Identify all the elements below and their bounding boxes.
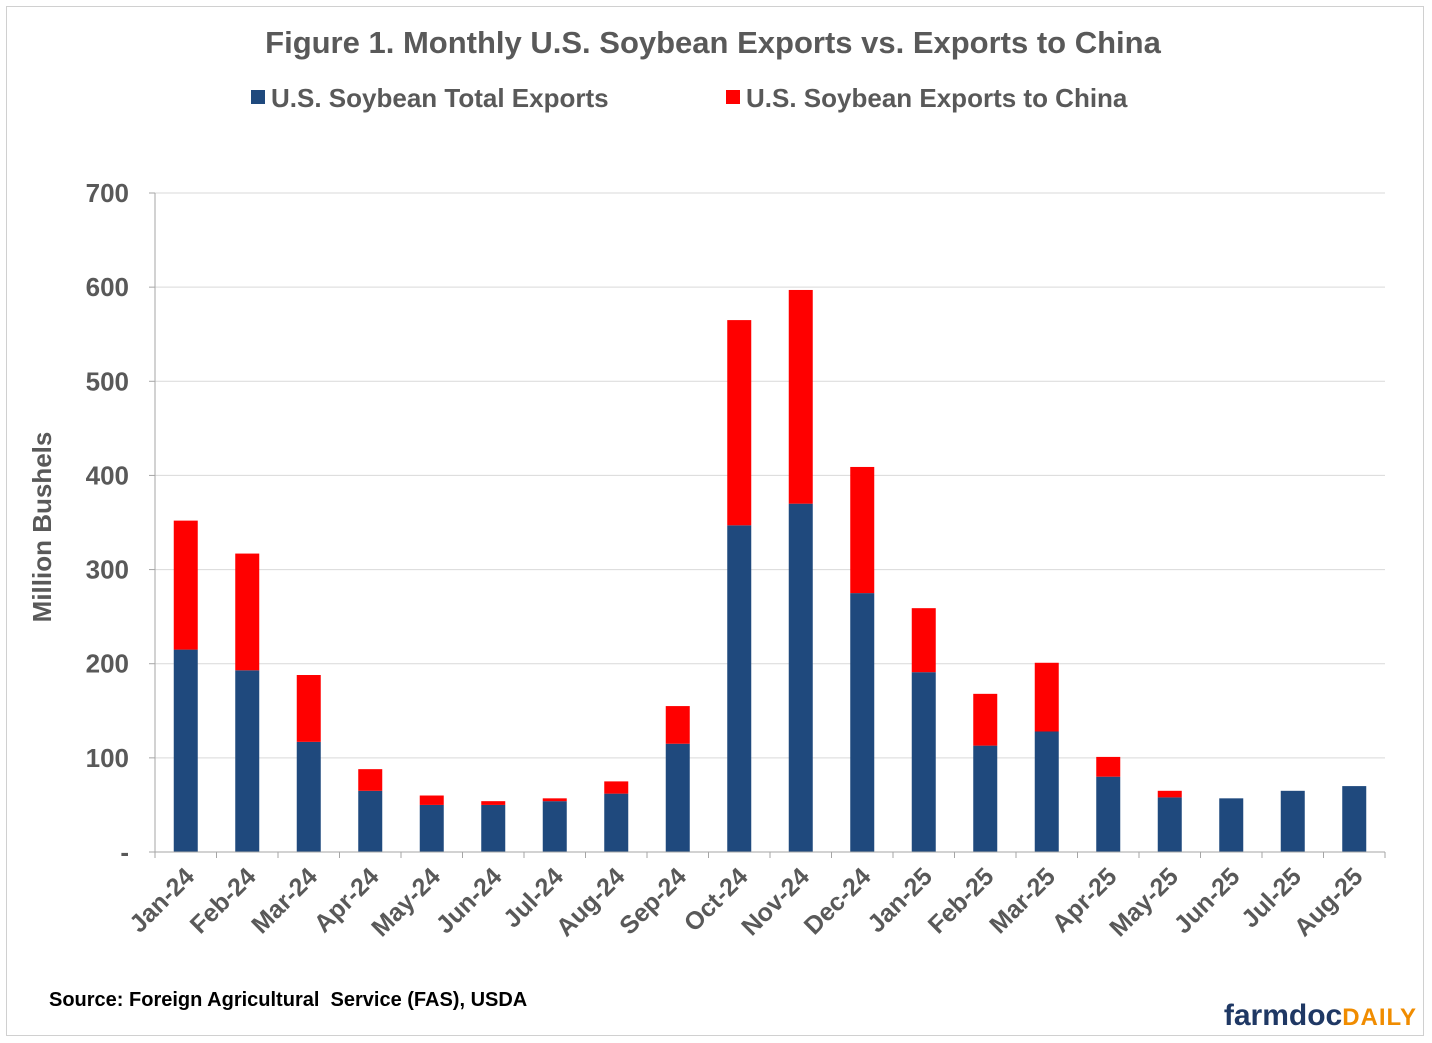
y-tick-label-600: 600 [86, 272, 129, 302]
bar-china-jun-24 [481, 801, 506, 805]
x-tick-label-aug-24: Aug-24 [551, 862, 631, 942]
y-tick-label-300: 300 [86, 555, 129, 585]
bar-total-may-25 [1157, 797, 1182, 852]
bar-china-feb-24 [235, 553, 260, 671]
bar-total-feb-24 [235, 670, 260, 852]
logo-farmdoc: farmdoc [1224, 999, 1342, 1032]
bar-china-apr-25 [1096, 756, 1121, 777]
legend-swatch-china-exports [726, 90, 740, 104]
x-tick-label-sep-24: Sep-24 [614, 862, 692, 940]
bars [173, 289, 1367, 852]
legend-label-china-exports: U.S. Soybean Exports to China [746, 83, 1128, 113]
bar-total-aug-25 [1342, 786, 1367, 852]
bar-total-may-24 [419, 804, 444, 852]
bar-total-apr-24 [358, 790, 383, 852]
bar-total-oct-24 [727, 525, 752, 852]
bar-china-jul-24 [542, 798, 567, 802]
bar-total-mar-25 [1034, 731, 1059, 852]
bar-total-jul-24 [542, 801, 567, 852]
x-tick-label-may-25: May-25 [1104, 862, 1184, 942]
bar-china-jan-24 [173, 520, 198, 650]
bar-china-may-25 [1157, 790, 1182, 798]
bar-china-mar-24 [296, 675, 321, 742]
source-note: Source: Foreign Agricultural Service (FA… [49, 989, 527, 1011]
x-tick-label-jun-24: Jun-24 [431, 862, 508, 939]
bar-china-aug-24 [604, 781, 629, 794]
bar-total-apr-25 [1096, 776, 1121, 852]
legend-label-total-exports: U.S. Soybean Total Exports [271, 83, 609, 113]
y-tick-label-400: 400 [86, 460, 129, 490]
legend: U.S. Soybean Total Exports U.S. Soybean … [251, 83, 1128, 113]
x-axis-ticks: Jan-24Feb-24Mar-24Apr-24May-24Jun-24Jul-… [124, 852, 1386, 942]
x-tick-label-jan-24: Jan-24 [124, 862, 200, 938]
bar-china-feb-25 [973, 693, 998, 746]
bar-total-jul-25 [1280, 790, 1305, 852]
chart-svg: Figure 1. Monthly U.S. Soybean Exports v… [27, 25, 1417, 1032]
bar-total-dec-24 [850, 593, 875, 852]
bar-total-feb-25 [973, 745, 998, 852]
bar-total-sep-24 [665, 743, 690, 852]
bar-china-apr-24 [358, 769, 383, 791]
logo-daily: DAILY [1342, 1004, 1417, 1031]
farmdoc-daily-logo: farmdocDAILY [1224, 999, 1417, 1032]
gridlines [155, 192, 1385, 759]
bar-china-jan-25 [911, 608, 936, 673]
x-tick-label-aug-25: Aug-25 [1289, 862, 1369, 942]
bar-total-aug-24 [604, 793, 629, 852]
y-tick-label-200: 200 [86, 649, 129, 679]
bar-china-oct-24 [727, 320, 752, 526]
bar-total-jan-24 [173, 649, 198, 852]
x-tick-label-feb-25: Feb-25 [923, 862, 1000, 939]
y-axis-label: Million Bushels [27, 432, 57, 623]
bar-total-jan-25 [911, 672, 936, 852]
x-tick-label-dec-24: Dec-24 [799, 862, 877, 940]
bar-total-jun-25 [1219, 798, 1244, 852]
y-tick-label-700: 700 [86, 178, 129, 208]
y-tick-label-500: 500 [86, 366, 129, 396]
y-tick-label-0: - [120, 837, 129, 867]
bar-china-mar-25 [1034, 662, 1059, 732]
bar-china-nov-24 [788, 289, 813, 504]
bar-china-dec-24 [850, 466, 875, 594]
x-tick-label-jan-25: Jan-25 [862, 862, 938, 938]
y-tick-label-100: 100 [86, 743, 129, 773]
bar-china-sep-24 [665, 706, 690, 744]
legend-swatch-total-exports [251, 90, 265, 104]
x-tick-label-mar-24: Mar-24 [246, 862, 323, 939]
bar-total-jun-24 [481, 804, 506, 852]
x-tick-label-nov-24: Nov-24 [736, 862, 815, 941]
x-tick-label-feb-24: Feb-24 [185, 862, 262, 939]
chart-frame: Figure 1. Monthly U.S. Soybean Exports v… [6, 6, 1424, 1036]
bar-total-mar-24 [296, 741, 321, 852]
x-tick-label-jun-25: Jun-25 [1169, 862, 1246, 939]
x-tick-label-may-24: May-24 [366, 862, 446, 942]
bar-china-may-24 [419, 795, 444, 805]
chart-title: Figure 1. Monthly U.S. Soybean Exports v… [265, 25, 1161, 60]
axes [154, 193, 1385, 853]
bar-total-nov-24 [788, 503, 813, 852]
x-tick-label-mar-25: Mar-25 [984, 862, 1061, 939]
y-axis-ticks: - 100 200 300 400 500 600 700 [86, 178, 155, 867]
